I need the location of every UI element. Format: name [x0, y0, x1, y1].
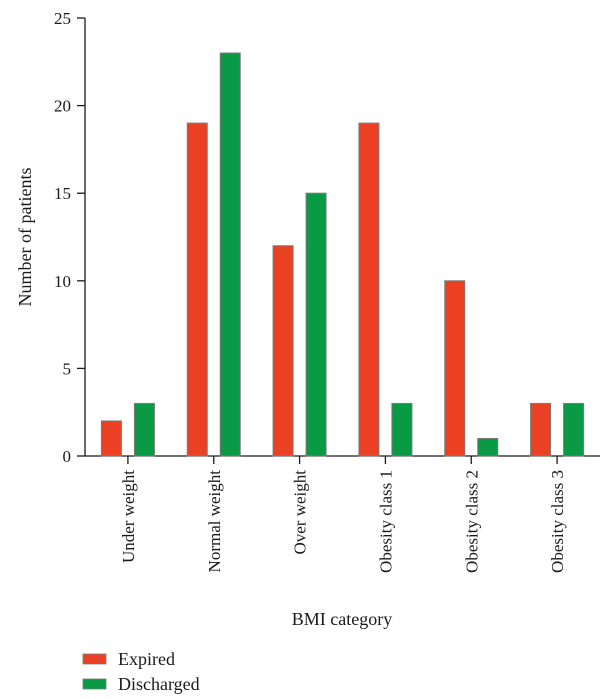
bars [100, 52, 585, 457]
y-axis-title: Number of patients [15, 168, 35, 307]
legend-swatch-expired [82, 653, 107, 665]
x-axis: Under weight Normal weight Over weight Obes… [85, 455, 600, 573]
bar-discharged [563, 402, 585, 457]
bar-expired [530, 402, 552, 457]
x-tick-label: Obesity class 1 [376, 470, 395, 573]
legend-label-discharged: Discharged [118, 674, 200, 694]
bar-discharged [219, 52, 241, 457]
y-tick-label: 15 [54, 184, 71, 203]
bar-discharged [391, 402, 413, 457]
bar-expired [444, 280, 466, 457]
legend: Expired Discharged [82, 649, 200, 694]
x-tick-label: Over weight [291, 470, 310, 555]
y-axis: 0 5 10 15 20 25 [54, 9, 86, 466]
y-tick-label: 20 [54, 97, 71, 116]
bar-expired [272, 245, 294, 457]
legend-swatch-discharged [82, 678, 107, 690]
bar-discharged [305, 192, 327, 457]
y-tick-label: 5 [63, 359, 72, 378]
y-tick-label: 25 [54, 9, 71, 28]
x-axis-title: BMI category [292, 609, 392, 629]
x-tick-label: Obesity class 2 [462, 470, 481, 573]
x-tick-label: Under weight [119, 470, 138, 563]
x-tick-label: Normal weight [205, 470, 224, 573]
legend-label-expired: Expired [118, 649, 175, 669]
y-tick-label: 0 [63, 447, 72, 466]
bar-expired [100, 420, 122, 457]
bar-discharged [133, 402, 155, 457]
y-tick-label: 10 [54, 272, 71, 291]
bar-expired [358, 122, 380, 457]
x-tick-label: Obesity class 3 [548, 470, 567, 573]
bar-expired [186, 122, 208, 457]
bar-discharged [477, 437, 499, 457]
